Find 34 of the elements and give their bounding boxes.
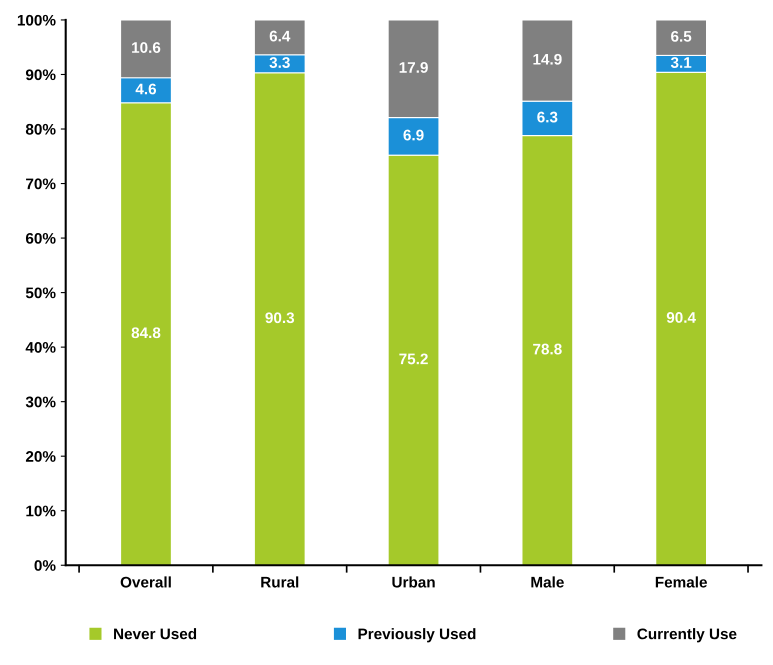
y-tick-label: 90%: [26, 69, 56, 80]
x-tick-label: Female: [656, 576, 707, 588]
y-tick-label: 80%: [26, 124, 56, 135]
y-tick-label: 60%: [26, 232, 56, 244]
y-tick-label: 70%: [26, 178, 56, 190]
x-tick-label: Rural: [261, 576, 298, 588]
y-tick-label: 10%: [26, 506, 56, 516]
data-label: 6.9: [403, 130, 424, 140]
y-tick-label: 40%: [26, 342, 56, 353]
legend-label: Previously Used: [358, 628, 476, 642]
legend-label: Never Used: [114, 628, 196, 640]
y-tick-label: 100%: [18, 14, 56, 26]
data-label: 4.6: [136, 84, 156, 94]
data-label: 75.2: [399, 354, 428, 364]
y-tick-label: 30%: [26, 396, 56, 408]
x-tick-label: Urban: [392, 576, 435, 588]
data-label: 14.9: [533, 54, 562, 65]
data-label: 90.4: [666, 312, 696, 323]
data-label: 3.3: [270, 57, 290, 68]
data-label: 6.4: [270, 30, 290, 42]
legend-label: Currently Use: [637, 628, 736, 642]
y-tick-label: 20%: [26, 451, 56, 462]
data-label: 3.1: [670, 57, 692, 68]
data-label: 78.8: [533, 344, 562, 355]
y-tick-label: 50%: [26, 287, 56, 298]
data-label: 10.6: [132, 42, 160, 53]
x-tick-label: Male: [531, 576, 564, 588]
data-label: 17.9: [400, 62, 428, 73]
data-label: 6.3: [537, 112, 558, 122]
data-label: 6.5: [671, 30, 692, 42]
data-label: 84.8: [132, 327, 160, 338]
x-tick-label: Overall: [120, 576, 171, 588]
data-label: 90.3: [265, 312, 294, 324]
y-tick-label: 0%: [34, 560, 56, 571]
